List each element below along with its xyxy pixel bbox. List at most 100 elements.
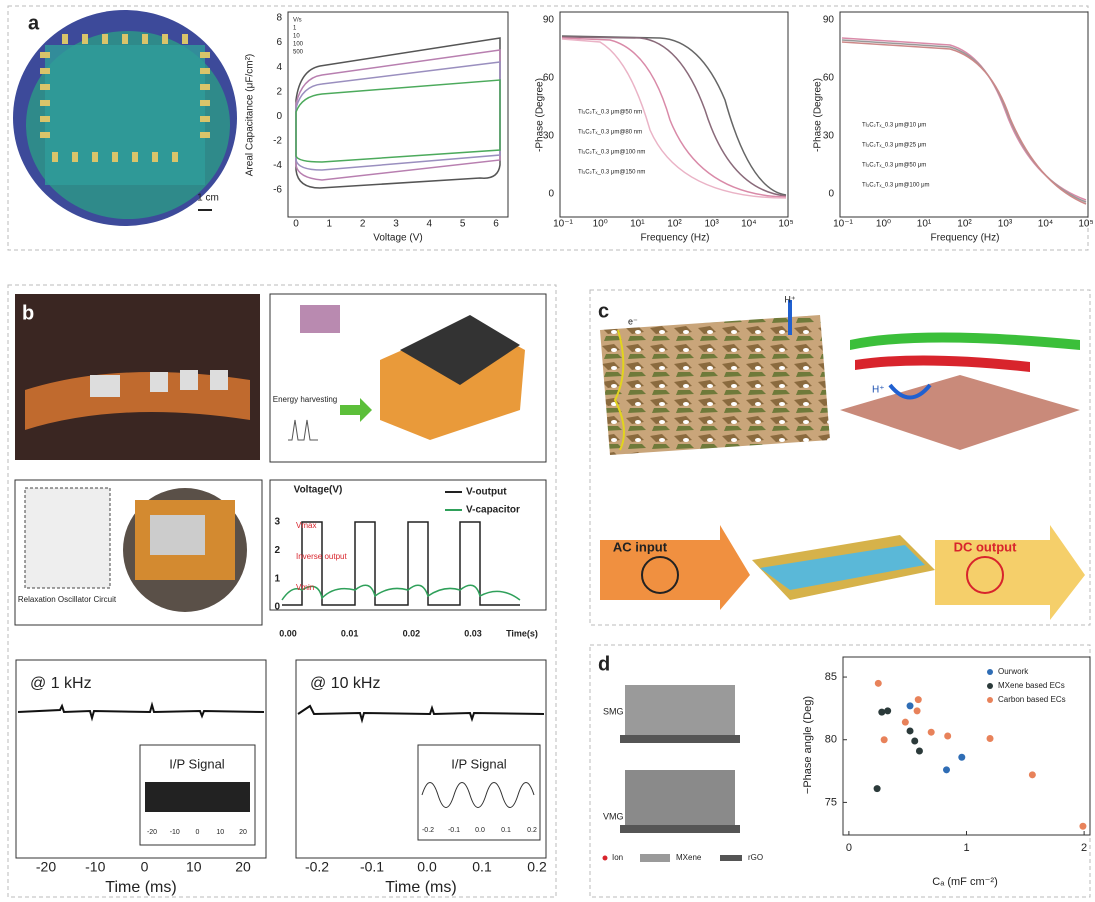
x-tick-label: 10² xyxy=(667,219,682,230)
legend-label: Ti₃C₂Tₓ_0.3 μm@50 μm xyxy=(862,163,926,169)
x-tick-label: 10⁵ xyxy=(778,219,793,230)
signal-trace xyxy=(298,706,544,720)
legend-swatch xyxy=(987,697,993,703)
input-arrow xyxy=(600,525,750,610)
legend-label: Ti₃C₂Tₓ_0.3 μm@50 nm xyxy=(578,110,642,116)
inset-tick-label: -0.2 xyxy=(422,827,434,834)
inset-signal xyxy=(145,782,250,812)
chip-photo xyxy=(150,515,205,555)
y-tick-label: 60 xyxy=(823,73,835,84)
x-tick-label: 0.02 xyxy=(403,628,421,638)
y-tick-label: 4 xyxy=(276,62,282,73)
mxene-sheet xyxy=(855,355,1030,372)
x-tick-label: 10⁰ xyxy=(593,219,608,230)
plot-title: @ 1 kHz xyxy=(30,675,92,692)
x-tick-label: 2 xyxy=(360,219,366,230)
legend-label: 10 xyxy=(293,34,300,40)
pulse-icon xyxy=(288,420,318,440)
legend-label: Ti₃C₂Tₓ_0.3 μm@10 μm xyxy=(862,123,926,129)
y-tick-label: 30 xyxy=(823,131,835,142)
y-tick-label: -6 xyxy=(273,185,282,196)
x-tick-label: 10⁻¹ xyxy=(553,219,573,230)
x-tick-label: 0 xyxy=(846,842,852,854)
x-tick-label: 0 xyxy=(293,219,299,230)
ion-label: H⁺ xyxy=(784,294,795,304)
scatter-point xyxy=(987,735,994,742)
y-tick-label: 0 xyxy=(548,189,554,200)
output-label: DC output xyxy=(954,539,1017,554)
inset-tick-label: 10 xyxy=(216,829,224,836)
scatter-point xyxy=(1079,823,1086,830)
legend-label: Ion xyxy=(612,853,623,862)
y-tick-label: 75 xyxy=(825,796,837,808)
circuit-diagram xyxy=(25,488,110,588)
scatter-point xyxy=(874,785,881,792)
x-tick-label: 4 xyxy=(427,219,433,230)
x-tick-label: 0.0 xyxy=(417,859,437,875)
x-tick-label: 10⁵ xyxy=(1078,219,1093,230)
vmg-model xyxy=(625,770,735,830)
inset-tick-label: 20 xyxy=(239,829,247,836)
scatter-point xyxy=(878,709,885,716)
substrate xyxy=(620,825,740,833)
legend-label: 100 xyxy=(293,42,304,48)
scatter-point xyxy=(907,702,914,709)
arrow xyxy=(340,398,372,422)
scatter-point xyxy=(875,680,882,687)
inset-tick-label: -0.1 xyxy=(448,827,460,834)
signal-trace xyxy=(18,705,264,718)
ion-label: e⁻ xyxy=(628,316,638,326)
inset-tick-label: -20 xyxy=(147,829,157,836)
annotation: Vmax xyxy=(296,521,316,530)
x-axis-label: Time (ms) xyxy=(105,879,176,896)
legend-label: Ti₃C₂Tₓ_0.3 μm@100 μm xyxy=(862,183,930,189)
circuit-label: Relaxation Oscillator Circuit xyxy=(18,595,117,604)
legend-swatch xyxy=(987,669,993,675)
inset-title: I/P Signal xyxy=(451,756,507,771)
y-tick-label: 60 xyxy=(543,73,555,84)
y-tick-label: 0 xyxy=(274,602,280,613)
x-tick-label: 10⁴ xyxy=(1038,219,1053,230)
scatter-point xyxy=(928,729,935,736)
x-tick-label: 10³ xyxy=(704,219,719,230)
x-tick-label: 10³ xyxy=(998,219,1013,230)
capacitor-trace xyxy=(282,585,520,600)
figure: a 1 cm Areal Capacitance (μF/cm²) Voltag… xyxy=(0,0,1095,902)
scatter-point xyxy=(902,719,909,726)
x-tick-label: 0.00 xyxy=(279,628,297,638)
mxene-network xyxy=(600,315,830,455)
inset-tick-label: 0.1 xyxy=(501,827,511,834)
x-tick-label: 1 xyxy=(963,842,969,854)
schematic-label: Energy harvesting xyxy=(273,395,337,404)
plot-title: @ 10 kHz xyxy=(310,675,380,692)
legend-swatch xyxy=(987,683,993,689)
legend-label: 1 xyxy=(293,26,297,32)
x-tick-label: 10¹ xyxy=(917,219,932,230)
scatter-point xyxy=(916,748,923,755)
scatter-point xyxy=(958,754,965,761)
x-tick-label: 10⁴ xyxy=(741,219,756,230)
legend-label: V-output xyxy=(466,487,507,498)
x-axis-label: Time(s) xyxy=(506,628,538,638)
y-tick-label: 6 xyxy=(276,37,282,48)
scatter-point xyxy=(944,732,951,739)
scatter-point xyxy=(943,766,950,773)
inset-title: I/P Signal xyxy=(169,756,225,771)
x-axis-label: Cₐ (mF cm⁻²) xyxy=(932,876,998,888)
x-tick-label: 0 xyxy=(141,859,149,875)
inset-tick-label: 0.2 xyxy=(527,827,537,834)
x-tick-label: 10² xyxy=(957,219,972,230)
legend-label: rGO xyxy=(748,853,763,862)
model-label: VMG xyxy=(603,811,624,821)
legend-label: 500 xyxy=(293,50,304,56)
legend-label: Carbon based ECs xyxy=(998,695,1066,704)
panel-label: c xyxy=(598,300,609,322)
y-tick-label: 2 xyxy=(276,86,282,97)
annotation: Inverse output xyxy=(296,552,347,561)
y-tick-label: 90 xyxy=(543,15,555,26)
legend-label: MXene xyxy=(676,853,702,862)
scatter-point xyxy=(915,696,922,703)
x-tick-label: 10⁻¹ xyxy=(833,219,853,230)
model-label: SMG xyxy=(603,706,624,716)
x-tick-label: 0.01 xyxy=(341,628,359,638)
